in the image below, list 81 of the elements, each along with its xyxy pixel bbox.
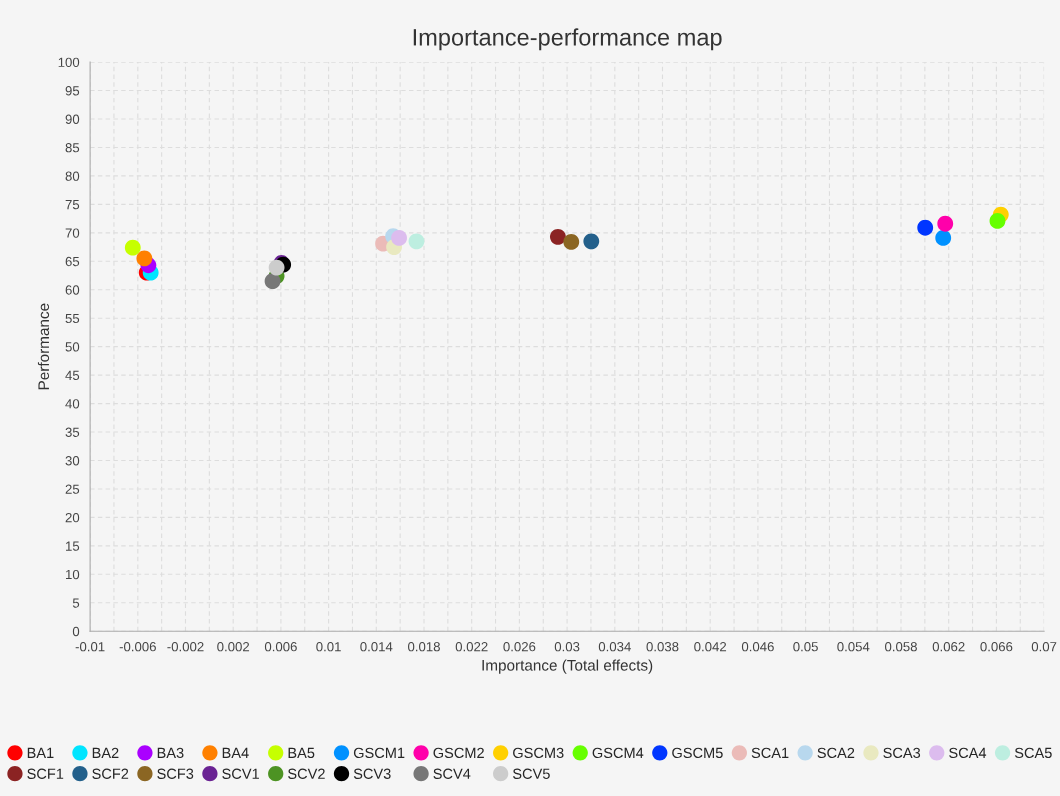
y-tick-label: 45 (65, 370, 80, 381)
legend-label: BA3 (157, 747, 184, 759)
legend-label: SCV4 (433, 768, 471, 779)
legend-label: SCA3 (883, 747, 921, 759)
legend-label: GSCM1 (353, 747, 405, 759)
legend-label: BA2 (92, 747, 119, 758)
legend-label: SCA5 (1014, 747, 1052, 759)
y-tick-label: 0 (72, 626, 80, 637)
y-tick-label: 80 (65, 171, 80, 181)
x-tick-label: 0.054 (837, 641, 870, 652)
x-tick-label: 0.062 (932, 641, 965, 652)
x-tick-label: 0.07 (1031, 641, 1057, 652)
x-tick-label: 0.038 (646, 641, 679, 652)
y-tick-label: 75 (65, 200, 80, 210)
chart-title: Importance-performance map (413, 28, 722, 51)
y-tick-label: 55 (65, 313, 80, 324)
x-tick-label: 0.002 (217, 641, 250, 652)
y-tick-label: 10 (66, 569, 80, 580)
point (408, 233, 425, 250)
legend-label: SCA4 (949, 747, 987, 759)
x-tick-label: -0.006 (119, 641, 156, 652)
x-tick-label: 0.058 (885, 641, 917, 652)
y-tick-label: 90 (65, 114, 80, 124)
y-tick-label: 95 (65, 86, 80, 96)
point (935, 230, 952, 246)
x-tick-label: 0.014 (360, 641, 393, 652)
x-tick-label: 0.05 (793, 641, 818, 652)
legend-label: SCV2 (288, 768, 325, 779)
y-tick-label: 5 (72, 598, 80, 608)
y-tick-label: 25 (65, 484, 80, 494)
x-tick-label: 0.066 (980, 641, 1013, 652)
y-axis-title: Performance (37, 303, 50, 390)
y-tick-label: 60 (65, 285, 80, 295)
point (264, 273, 281, 290)
x-tick-label: 0.01 (316, 641, 341, 652)
y-tick-label: 85 (65, 143, 80, 153)
y-tick-label: 30 (65, 456, 80, 466)
y-tick-label: 70 (65, 228, 80, 238)
point (937, 215, 954, 232)
legend-label: GSCM5 (672, 747, 723, 759)
legend-label: GSCM2 (433, 747, 484, 759)
x-tick-label: 0.034 (598, 641, 631, 652)
legend-label: GSCM3 (513, 747, 564, 759)
legend-label: SCA2 (817, 747, 855, 759)
x-tick-label: -0.01 (75, 641, 105, 652)
x-tick-label: 0.026 (503, 641, 536, 652)
point (550, 228, 566, 245)
y-tick-label: 100 (58, 57, 80, 67)
point (917, 219, 934, 236)
x-tick-label: 0.006 (264, 641, 297, 652)
point (124, 239, 141, 256)
point (268, 259, 285, 276)
legend-label: BA5 (288, 747, 315, 759)
point (136, 250, 153, 267)
legend-label: BA4 (222, 747, 249, 758)
x-tick-label: 0.022 (455, 641, 488, 652)
y-tick-label: 40 (65, 399, 80, 409)
point (391, 230, 407, 246)
legend-label: BA1 (27, 747, 54, 758)
x-tick-label: 0.042 (694, 641, 727, 652)
x-tick-label: -0.002 (167, 641, 204, 652)
x-tick-label: 0.018 (408, 641, 440, 652)
y-tick-label: 20 (65, 512, 80, 523)
legend-label: SCV5 (512, 768, 550, 779)
point (989, 212, 1006, 229)
legend-label: SCA1 (751, 747, 789, 759)
legend-label: SCF3 (157, 768, 194, 779)
y-tick-label: 15 (66, 541, 80, 551)
x-axis-title: Importance (Total effects) (482, 659, 653, 674)
y-tick-label: 50 (65, 342, 80, 352)
legend-label: SCV1 (222, 768, 259, 779)
point (583, 233, 600, 250)
x-tick-label: 0.03 (554, 641, 580, 652)
point (563, 234, 580, 250)
legend-label: SCV3 (353, 768, 391, 779)
legend-label: GSCM4 (592, 747, 644, 759)
legend-label: SCF1 (27, 768, 64, 779)
legend-label: SCF2 (92, 768, 129, 779)
x-tick-label: 0.046 (741, 641, 774, 652)
y-tick-label: 65 (65, 256, 80, 267)
y-tick-label: 35 (65, 427, 80, 437)
